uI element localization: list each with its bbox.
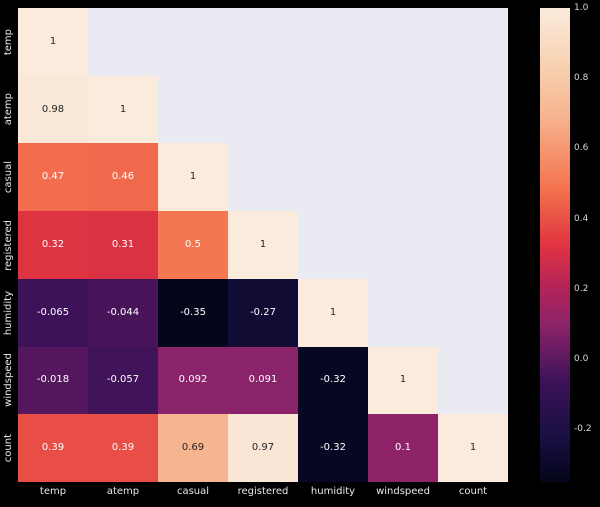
colorbar-tick-0.2: 0.2 [574, 283, 589, 294]
heatmap-cell-windspeed-registered: 0.091 [228, 346, 298, 415]
y-tick-label: atemp [2, 93, 14, 126]
y-tick-atemp: atemp [0, 76, 16, 144]
colorbar-tick-0.8: 0.8 [574, 73, 589, 84]
colorbar-tick-1.0: 1.0 [574, 3, 589, 13]
colorbar-gradient [540, 8, 570, 482]
heatmap-cell-humidity-temp: -0.065 [18, 278, 88, 347]
y-tick-humidity: humidity [0, 279, 16, 347]
heatmap-cell-windspeed-windspeed: 1 [368, 346, 438, 415]
heatmap-cell-count-temp: 0.39 [18, 414, 88, 482]
heatmap-cell-registered-atemp: 0.31 [88, 211, 158, 279]
colorbar-tick-0.6: 0.6 [574, 143, 589, 154]
heatmap-cell-humidity-humidity: 1 [298, 278, 368, 347]
heatmap-cell-windspeed-casual: 0.092 [158, 346, 228, 415]
x-tick-casual: casual [176, 486, 210, 497]
heatmap-cell-windspeed-atemp: -0.057 [88, 346, 158, 415]
y-tick-label: humidity [2, 290, 14, 335]
heatmap-cell-windspeed-humidity: -0.32 [298, 346, 368, 415]
y-tick-windspeed: windspeed [0, 347, 16, 415]
heatmap-cell-count-windspeed: 0.1 [368, 414, 438, 482]
x-tick-count: count [458, 486, 488, 497]
colorbar-tick-0.4: 0.4 [574, 213, 589, 224]
heatmap-cell-temp-temp: 1 [18, 8, 88, 76]
heatmap-cell-humidity-casual: -0.35 [158, 278, 228, 347]
y-tick-label: count [2, 434, 14, 463]
y-tick-label: registered [2, 219, 14, 271]
x-tick-atemp: atemp [106, 486, 140, 497]
heatmap-cell-casual-atemp: 0.46 [88, 143, 158, 212]
heatmap-cell-casual-casual: 1 [158, 143, 228, 212]
heatmap-cell-atemp-atemp: 1 [88, 75, 158, 144]
heatmap-cell-humidity-registered: -0.27 [228, 278, 298, 347]
x-tick-registered: registered [237, 486, 289, 497]
y-tick-temp: temp [0, 8, 16, 76]
heatmap-cell-casual-temp: 0.47 [18, 143, 88, 212]
colorbar-tick--0.2: -0.2 [574, 424, 592, 435]
x-tick-windspeed: windspeed [376, 486, 430, 497]
y-tick-label: windspeed [2, 353, 14, 408]
heatmap-cell-count-registered: 0.97 [228, 414, 298, 482]
heatmap-cell-count-humidity: -0.32 [298, 414, 368, 482]
y-tick-count: count [0, 414, 16, 482]
y-tick-registered: registered [0, 211, 16, 279]
heatmap-cell-windspeed-temp: -0.018 [18, 346, 88, 415]
x-tick-temp: temp [39, 486, 67, 497]
heatmap-cell-atemp-temp: 0.98 [18, 75, 88, 144]
heatmap-cell-humidity-atemp: -0.044 [88, 278, 158, 347]
colorbar-tick-0.0: 0.0 [574, 354, 589, 365]
x-tick-humidity: humidity [310, 486, 356, 497]
y-tick-casual: casual [0, 143, 16, 211]
heatmap-cell-registered-casual: 0.5 [158, 211, 228, 279]
heatmap-cell-count-atemp: 0.39 [88, 414, 158, 482]
y-tick-label: casual [2, 161, 14, 194]
heatmap-cell-count-casual: 0.69 [158, 414, 228, 482]
y-tick-label: temp [2, 28, 14, 55]
heatmap-cell-registered-registered: 1 [228, 211, 298, 279]
heatmap-cell-count-count: 1 [438, 414, 508, 482]
heatmap-axes: 1 0.98 1 0.47 0.46 1 0.32 0.31 0.5 1 -0.065 -0.044-… [18, 8, 508, 482]
heatmap-cell-registered-temp: 0.32 [18, 211, 88, 279]
